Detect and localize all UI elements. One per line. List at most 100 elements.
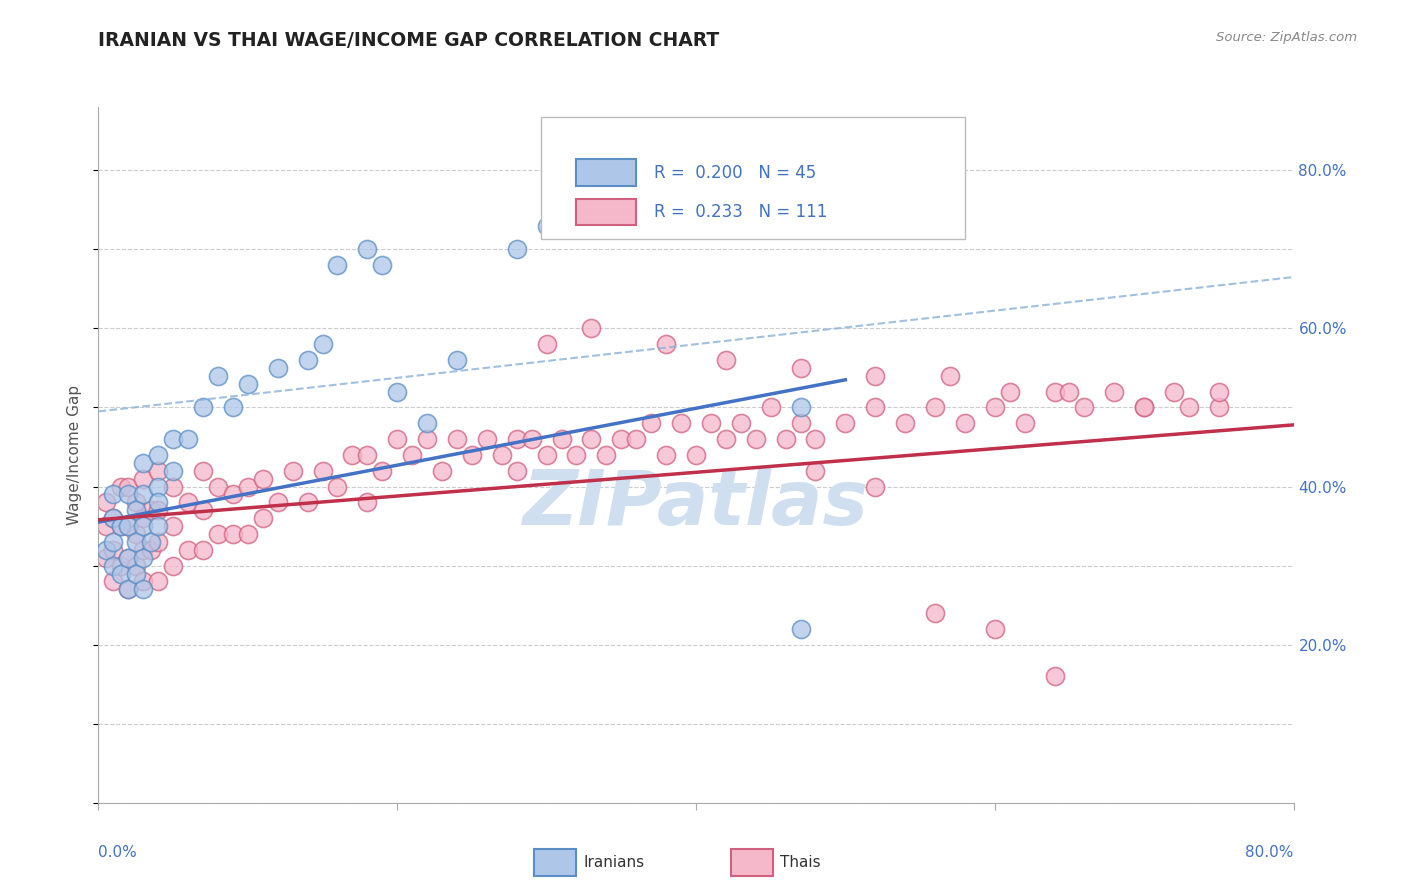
Point (110, 479, 132, 493)
Point (207, 527, 229, 541)
Point (626, 432, 648, 446)
Point (191, 503, 214, 517)
Point (775, 432, 797, 446)
Point (385, 384, 409, 399)
Point (356, 243, 378, 257)
Bar (576, 159, 637, 186)
Point (953, 417, 976, 431)
Point (110, 519, 132, 533)
Point (640, 417, 662, 431)
Point (342, 448, 364, 462)
Point (110, 519, 132, 533)
Point (536, 337, 558, 351)
Point (132, 582, 155, 597)
Point (139, 534, 162, 549)
Point (132, 550, 155, 565)
Point (125, 558, 148, 573)
Point (789, 417, 811, 431)
Point (939, 368, 962, 383)
Point (162, 464, 184, 478)
Point (103, 511, 125, 525)
Point (745, 432, 768, 446)
Point (446, 353, 468, 368)
Point (132, 574, 155, 589)
Point (125, 503, 148, 517)
Text: R =  0.233   N = 111: R = 0.233 N = 111 (654, 202, 828, 221)
Text: Thais: Thais (780, 855, 821, 870)
Point (132, 487, 155, 501)
Point (252, 511, 274, 525)
Point (222, 527, 245, 541)
Point (894, 417, 917, 431)
Point (1073, 401, 1095, 415)
Point (103, 511, 125, 525)
Point (536, 448, 558, 462)
Point (110, 566, 132, 581)
Point (281, 464, 304, 478)
Point (998, 384, 1021, 399)
Point (207, 479, 229, 493)
Point (491, 448, 513, 462)
Text: 0.0%: 0.0% (98, 845, 138, 860)
Point (117, 550, 139, 565)
Point (117, 550, 139, 565)
Point (610, 432, 633, 446)
Point (789, 401, 811, 415)
Point (581, 432, 603, 446)
Point (1014, 417, 1036, 431)
Point (1104, 384, 1126, 399)
Point (207, 368, 229, 383)
Point (730, 417, 752, 431)
Text: R =  0.200   N = 45: R = 0.200 N = 45 (654, 163, 817, 182)
Text: ZIPatlas: ZIPatlas (523, 467, 869, 541)
Point (581, 321, 603, 335)
Point (804, 464, 827, 478)
Point (1208, 384, 1230, 399)
Point (1133, 401, 1156, 415)
Point (371, 258, 394, 272)
Point (789, 360, 811, 375)
Point (700, 417, 723, 431)
Point (132, 542, 155, 557)
Point (191, 542, 214, 557)
Text: Iranians: Iranians (583, 855, 644, 870)
Point (416, 417, 439, 431)
Point (117, 519, 139, 533)
Point (520, 432, 543, 446)
Point (94, 542, 117, 557)
Point (924, 401, 946, 415)
Point (865, 368, 887, 383)
Point (148, 479, 170, 493)
Text: Source: ZipAtlas.com: Source: ZipAtlas.com (1216, 31, 1357, 45)
Point (148, 503, 170, 517)
Point (506, 243, 529, 257)
Point (267, 495, 290, 509)
Point (371, 464, 394, 478)
Point (865, 479, 887, 493)
Point (148, 519, 170, 533)
Point (148, 495, 170, 509)
Point (834, 417, 856, 431)
Point (1043, 669, 1066, 683)
Point (565, 448, 588, 462)
Point (416, 432, 439, 446)
Point (117, 479, 139, 493)
Point (550, 432, 572, 446)
Point (117, 487, 139, 501)
Point (759, 401, 782, 415)
Point (162, 519, 184, 533)
Point (117, 582, 139, 597)
Point (356, 495, 378, 509)
Point (148, 534, 170, 549)
Point (326, 258, 349, 272)
Point (148, 448, 170, 462)
Point (191, 464, 214, 478)
Point (446, 432, 468, 446)
Point (132, 456, 155, 470)
Point (267, 360, 290, 375)
Point (326, 479, 349, 493)
Point (595, 219, 617, 233)
Point (236, 479, 259, 493)
Point (103, 534, 125, 549)
Point (162, 479, 184, 493)
